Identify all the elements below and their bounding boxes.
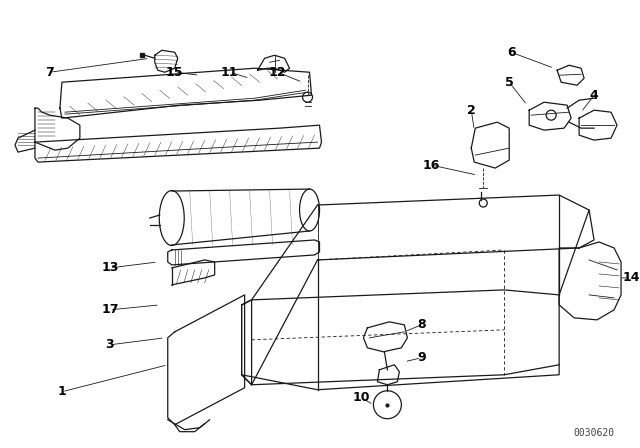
- Text: 17: 17: [101, 303, 118, 316]
- Text: 12: 12: [269, 66, 286, 79]
- Text: 5: 5: [505, 76, 513, 89]
- Text: 10: 10: [353, 391, 370, 404]
- Text: 7: 7: [45, 66, 54, 79]
- Text: 8: 8: [417, 319, 426, 332]
- Text: 9: 9: [417, 351, 426, 364]
- Text: 13: 13: [101, 262, 118, 275]
- Text: 14: 14: [622, 271, 640, 284]
- Text: 1: 1: [58, 385, 67, 398]
- Text: 0030620: 0030620: [573, 428, 614, 438]
- Text: 11: 11: [221, 66, 238, 79]
- Text: 4: 4: [589, 89, 598, 102]
- Text: 16: 16: [422, 159, 440, 172]
- Text: 3: 3: [106, 338, 114, 351]
- Text: 15: 15: [166, 66, 184, 79]
- Text: 6: 6: [507, 46, 516, 59]
- Text: 2: 2: [467, 103, 476, 116]
